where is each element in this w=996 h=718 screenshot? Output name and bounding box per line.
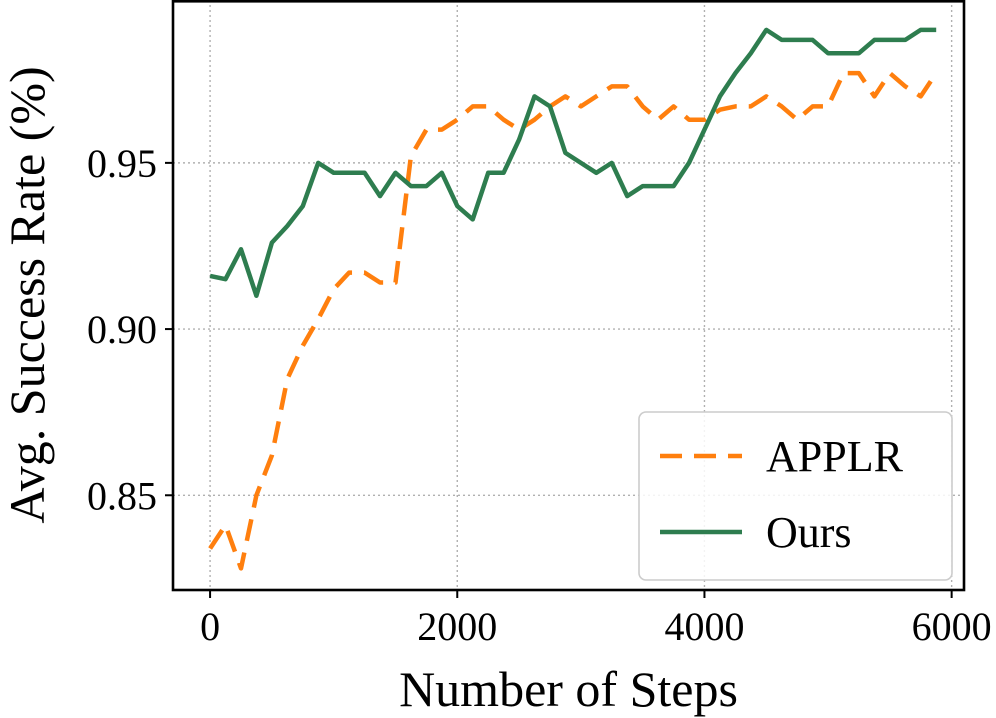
x-tick-label: 0	[200, 604, 220, 649]
plot-frame	[171, 0, 966, 592]
y-tick-label: 0.85	[87, 473, 157, 518]
tick-labels: 0 2000 4000 6000 0.85 0.90 0.95	[87, 141, 992, 649]
legend-box	[638, 411, 953, 581]
x-tick-label: 2000	[417, 604, 497, 649]
series-line-applr	[208, 70, 939, 571]
series-layer	[208, 27, 939, 571]
y-axis-title: Avg. Success Rate (%)	[0, 66, 55, 523]
legend-label-applr: APPLR	[766, 432, 904, 481]
x-tick-label: 4000	[664, 604, 744, 649]
series-line-ours	[209, 27, 937, 299]
ticks	[165, 161, 953, 598]
x-axis-title: Number of Steps	[399, 661, 738, 717]
legend: APPLR Ours	[638, 411, 953, 581]
y-tick-label: 0.90	[87, 307, 157, 352]
legend-label-ours: Ours	[766, 508, 852, 557]
x-tick-label: 6000	[912, 604, 992, 649]
y-tick-label: 0.95	[87, 141, 157, 186]
